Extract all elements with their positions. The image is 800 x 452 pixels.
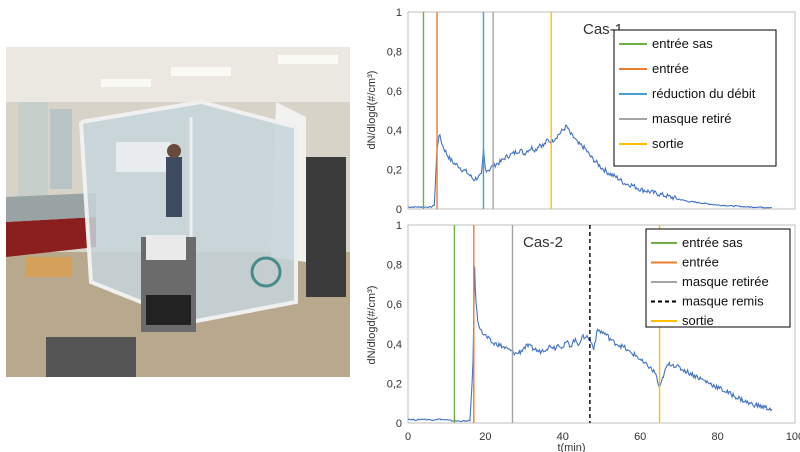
y-tick-label: 0,6 [387, 86, 402, 98]
y-tick-label: 0,8 [387, 260, 402, 272]
chart-cas-2: 0 0,2 0,4 0,6 0,8 1 0 20 40 60 80 100 dN/dlogd(#/cm³… [366, 220, 800, 452]
y-axis-label: dN/dlogd(#/cm³) [366, 71, 378, 150]
x-tick-label: 100 [786, 431, 800, 443]
chart-cas-1: 0 0,2 0,4 0,6 0,8 1 dN/dlogd(#/cm³) Cas-1 entrée… [366, 7, 796, 216]
y-tick-label: 0 [396, 204, 402, 216]
y-tick-label: 0,2 [387, 378, 402, 390]
x-tick-label: 60 [634, 431, 646, 443]
window-icon [50, 109, 72, 189]
legend-entry: masque retiré [652, 111, 731, 126]
lab-shelf [6, 193, 96, 222]
ceiling-light-icon [101, 79, 151, 87]
legend-entry: entrée sas [682, 235, 743, 250]
legend-entry: entrée [652, 61, 689, 76]
tent-frame [79, 99, 298, 325]
y-tick-label: 0,8 [387, 46, 402, 58]
lab-photo-image [6, 47, 350, 377]
x-tick-label: 40 [557, 431, 569, 443]
series-line [408, 124, 772, 209]
x-tick-label: 0 [405, 431, 411, 443]
person-head [167, 144, 181, 158]
y-tick-label: 0,4 [387, 125, 402, 137]
y-tick-label: 1 [396, 220, 402, 232]
package [26, 257, 71, 277]
legend-entry: masque retirée [682, 274, 769, 289]
lab-bench [6, 217, 96, 257]
instrument-box [146, 235, 186, 260]
y-tick-label: 0,2 [387, 165, 402, 177]
ceiling-light-icon [278, 55, 338, 64]
chart-title: Cas-1 [583, 21, 623, 38]
legend-entry: entrée sas [652, 36, 713, 51]
x-tick-label: 20 [479, 431, 491, 443]
x-tick-label: 80 [711, 431, 723, 443]
hose-icon [250, 256, 282, 288]
y-tick-label: 0,4 [387, 339, 402, 351]
legend-entry: sortie [652, 136, 684, 151]
person-figure [166, 157, 182, 217]
y-tick-label: 0,6 [387, 299, 402, 311]
cart-foreground [46, 337, 136, 377]
legend-box [645, 228, 791, 328]
legend-entry: réduction du débit [652, 86, 756, 101]
legend-entry: sortie [682, 313, 714, 328]
window-icon [18, 102, 48, 197]
legend-entry: entrée [682, 255, 719, 270]
y-tick-label: 1 [396, 7, 402, 19]
y-axis-label: dN/dlogd(#/cm³) [366, 286, 378, 365]
chart-title: Cas-2 [523, 234, 563, 251]
plot-frame [407, 11, 796, 210]
legend-entry: masque remis [682, 294, 764, 309]
instrument-panel [116, 142, 171, 172]
plot-frame [407, 224, 796, 424]
cart-bin [146, 295, 191, 325]
x-axis-label: t(min) [557, 442, 585, 452]
ceiling-light-icon [171, 67, 231, 76]
y-tick-label: 0 [396, 418, 402, 430]
doorway [306, 157, 346, 297]
